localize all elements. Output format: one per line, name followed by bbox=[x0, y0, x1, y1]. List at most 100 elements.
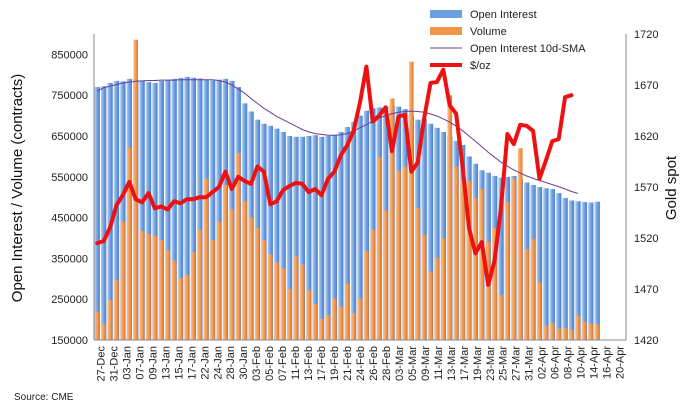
x-tick-label: 15-Jan bbox=[173, 346, 185, 380]
open-interest-bar bbox=[100, 86, 107, 340]
open-interest-bar bbox=[273, 128, 280, 340]
volume-bar bbox=[261, 240, 267, 340]
open-interest-bar bbox=[152, 82, 158, 341]
open-interest-bar bbox=[171, 78, 177, 340]
volume-bar bbox=[582, 321, 587, 340]
volume-bar bbox=[280, 268, 286, 340]
x-tick-label: 07-Feb bbox=[277, 346, 289, 381]
open-interest-bar bbox=[575, 201, 581, 340]
volume-bar bbox=[114, 279, 119, 340]
open-interest-bar bbox=[107, 82, 113, 341]
y-right-tick-label: 1520 bbox=[634, 233, 658, 245]
x-tick-label: 05-Feb bbox=[264, 346, 276, 381]
gold-price-line bbox=[95, 64, 574, 287]
y-left-tick-label: 650000 bbox=[51, 131, 88, 143]
volume-bar bbox=[370, 229, 376, 340]
y-right-tick-label: 1420 bbox=[634, 335, 658, 347]
y-left-tick-label: 450000 bbox=[51, 213, 88, 225]
volume-bar bbox=[530, 238, 536, 340]
volume-bar bbox=[505, 202, 510, 340]
volume-bar bbox=[383, 210, 388, 340]
x-tick-label: 17-Jan bbox=[186, 346, 198, 380]
open-interest-bar bbox=[312, 135, 318, 340]
volume-bar bbox=[287, 289, 292, 340]
y-left-axis-title: Open Interest / Volume (contracts) bbox=[9, 74, 26, 302]
x-tick-label: 11-Mar bbox=[433, 346, 445, 380]
volume-bar bbox=[312, 304, 318, 340]
y-right-tick-labels: 1720 1670 1620 1570 1520 1470 1420 bbox=[634, 29, 658, 347]
volume-bar bbox=[562, 327, 568, 340]
volume-bar bbox=[364, 251, 369, 340]
x-tick-label: 17-Mar bbox=[459, 346, 471, 381]
x-tick-label: 31-Dec bbox=[108, 346, 120, 382]
volume-bar bbox=[415, 207, 420, 340]
open-interest-bar bbox=[197, 78, 203, 341]
volume-bar bbox=[453, 166, 459, 340]
x-tick-label: 03-Feb bbox=[251, 346, 263, 381]
volume-bar bbox=[389, 98, 395, 341]
open-interest-bar bbox=[549, 189, 555, 340]
open-interest-bar bbox=[325, 136, 331, 340]
volume-bar bbox=[575, 315, 581, 340]
x-tick-label: 20-Apr bbox=[615, 346, 627, 379]
volume-bar bbox=[479, 189, 485, 340]
volume-bar bbox=[255, 227, 260, 340]
open-interest-bar bbox=[440, 131, 447, 340]
open-interest-bar bbox=[543, 188, 549, 340]
volume-bar bbox=[152, 235, 158, 340]
x-tick-label: 17-Feb bbox=[316, 346, 328, 381]
volume-bar bbox=[197, 229, 203, 340]
volume-bar bbox=[101, 323, 106, 340]
volume-bar bbox=[171, 260, 177, 340]
volume-bar bbox=[543, 325, 549, 340]
open-interest-bar bbox=[216, 79, 222, 341]
volume-bar bbox=[441, 238, 446, 340]
x-tick-label: 10-Apr bbox=[576, 346, 588, 379]
volume-bar bbox=[396, 170, 401, 340]
volume-bar bbox=[511, 178, 517, 340]
open-interest-bar bbox=[209, 80, 216, 341]
x-tick-label: 03-Jan bbox=[121, 346, 133, 380]
volume-bar bbox=[460, 180, 465, 340]
volume-bar bbox=[408, 61, 414, 341]
open-interest-bar bbox=[363, 110, 370, 340]
x-tick-label: 27-Dec bbox=[95, 346, 107, 382]
open-interest-sma-line bbox=[96, 79, 579, 194]
x-tick-label: 13-Mar bbox=[446, 346, 458, 381]
x-tick-label: 19-Feb bbox=[329, 346, 341, 381]
volume-bar bbox=[165, 250, 171, 340]
x-tick-label: 09-Jan bbox=[147, 346, 159, 380]
volume-bar bbox=[498, 295, 504, 340]
volume-bar bbox=[242, 201, 247, 340]
y-left-tick-label: 150000 bbox=[51, 335, 88, 347]
open-interest-bar bbox=[421, 118, 427, 340]
volume-bar bbox=[421, 234, 427, 340]
volume-bar bbox=[120, 221, 126, 340]
x-tick-label: 02-Apr bbox=[537, 346, 549, 379]
volume-bar bbox=[492, 227, 497, 340]
x-tick-label: 09-Mar bbox=[420, 346, 432, 381]
open-interest-bar bbox=[139, 80, 145, 341]
open-interest-bar bbox=[594, 201, 600, 340]
volume-bar bbox=[357, 298, 363, 340]
volume-bar bbox=[325, 314, 331, 340]
y-left-tick-label: 750000 bbox=[51, 90, 88, 102]
volume-bar bbox=[267, 254, 273, 340]
x-tick-label: 24-Jan bbox=[212, 346, 224, 380]
open-interest-bar bbox=[120, 81, 126, 340]
open-interest-bar bbox=[568, 200, 575, 340]
volume-bar bbox=[466, 180, 472, 340]
open-interest-bar bbox=[536, 187, 543, 340]
open-interest-bar bbox=[498, 177, 504, 340]
volume-bar bbox=[376, 157, 382, 340]
y-right-tick-label: 1570 bbox=[634, 182, 658, 194]
open-interest-bar bbox=[556, 193, 562, 340]
x-tick-label: 16-Apr bbox=[602, 346, 614, 379]
y-right-tick-label: 1720 bbox=[634, 29, 658, 41]
legend-label-volume: Volume bbox=[470, 26, 507, 38]
volume-bar bbox=[556, 328, 562, 340]
volume-bar bbox=[191, 252, 196, 340]
volume-bar bbox=[139, 230, 145, 340]
volume-bars bbox=[94, 39, 600, 341]
